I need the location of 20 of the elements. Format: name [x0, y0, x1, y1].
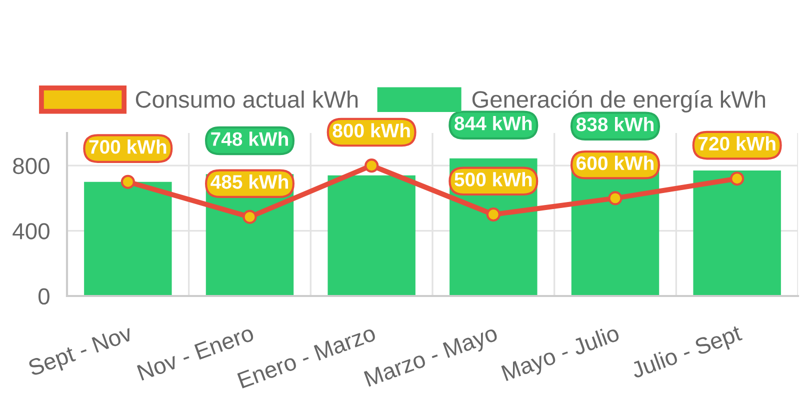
data-label: 720 kWh	[698, 136, 776, 151]
data-label: 485 kWh	[210, 174, 288, 189]
y-tick-label: 0	[38, 288, 50, 305]
bar	[328, 175, 416, 296]
y-tick-label: 400	[12, 223, 50, 240]
legend-label: Generación de energía kWh	[472, 90, 766, 112]
bar	[693, 170, 781, 296]
x-tick-label: Sept - Nov	[27, 324, 136, 381]
bar	[84, 182, 172, 296]
data-label: 600 kWh	[576, 156, 654, 170]
y-tick-label: 800	[13, 158, 50, 174]
data-label: 838 kWh	[576, 117, 654, 132]
data-label: 500 kWh	[454, 172, 532, 186]
data-label: 800 kWh	[332, 123, 410, 138]
data-label: 844 kWh	[454, 116, 532, 130]
x-tick-label: Julio - Sept	[630, 324, 744, 383]
data-label: 700 kWh	[89, 140, 166, 154]
legend-label: Consumo actual kWh	[136, 90, 358, 108]
data-label: 748 kWh	[211, 132, 288, 146]
x-tick-label: Mayo - Julio	[500, 324, 622, 386]
